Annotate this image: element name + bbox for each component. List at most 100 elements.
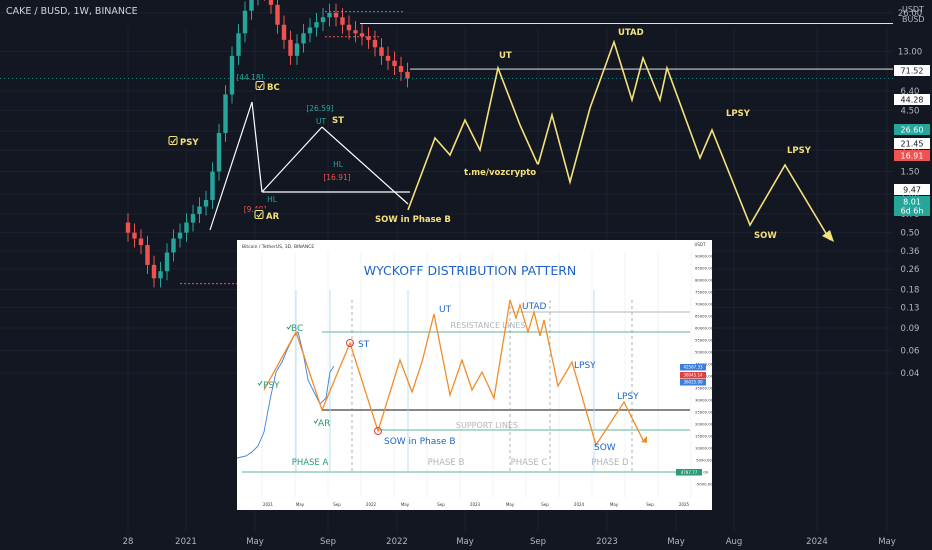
check-mark-icon: [256, 212, 263, 218]
inset-event-label: BC: [291, 324, 303, 334]
candle-body: [405, 71, 410, 79]
inset-phase-label: PHASE D: [591, 458, 629, 468]
price-tick-label: 1.50: [901, 168, 920, 178]
candle-body: [385, 55, 391, 61]
candle-body: [398, 66, 404, 72]
inset-event-label: LPSY: [574, 361, 596, 371]
candle-body: [268, 0, 274, 5]
inset-event-label: PSY: [263, 381, 280, 391]
time-tick-label: May: [246, 537, 264, 547]
candle-body: [314, 22, 319, 28]
candle-body: [151, 264, 157, 279]
candle-body: [281, 24, 287, 40]
inset-event-label: SOW in Phase B: [384, 437, 456, 447]
candle-body: [372, 39, 378, 48]
event-label: AR: [266, 212, 280, 222]
inset-phase-label: PHASE A: [292, 458, 329, 468]
time-tick-label: Aug: [726, 537, 743, 547]
horizontal-levels: [325, 11, 893, 70]
inset-price-tag: [680, 372, 706, 379]
annotation-text: HL: [333, 160, 344, 169]
price-tick-label: 0.09: [901, 324, 920, 334]
event-label: SOW in Phase B: [375, 215, 451, 225]
inset-price-tick: 75000.00: [695, 290, 714, 295]
price-tag: [894, 94, 930, 105]
inset-price-tick: 70000.00: [695, 302, 714, 307]
structure-line: [321, 126, 409, 205]
inset-wyckoff-path: [263, 299, 644, 447]
inset-grid: [261, 252, 692, 498]
check-icon: [254, 209, 264, 220]
inset-phase-label: PHASE C: [511, 458, 548, 468]
inset-price-tick: 55000.00: [695, 338, 714, 343]
candle-body: [392, 60, 397, 67]
price-tag: [894, 124, 930, 135]
candle-body: [171, 238, 176, 253]
inset-price-tick: 0.00: [700, 470, 709, 475]
candle-body: [340, 17, 345, 25]
time-tick-label: May: [667, 537, 685, 547]
inset-bottom-tag: [676, 469, 702, 476]
inset-title: WYCKOFF DISTRIBUTION PATTERN: [364, 263, 577, 278]
candle-body: [132, 232, 137, 239]
inset-arrowhead: [641, 436, 647, 443]
label-bg: [723, 105, 751, 120]
inset-check-icon: [286, 324, 292, 330]
inset-price-tag: [680, 379, 706, 386]
inset-st-marker: [346, 339, 354, 347]
inset-sow-marker: [374, 427, 382, 435]
event-labels: PSY BC AR ST SOW in Phase B t.me/vozcrypto UT U…: [167, 24, 812, 242]
annotation-text: [16.91]: [323, 173, 350, 182]
event-label: LPSY: [787, 146, 812, 156]
price-tick-label: 6.40: [901, 87, 920, 97]
candle-body: [216, 132, 222, 172]
inset-time-tick: 2024: [574, 502, 585, 507]
inset-time-tick: May: [610, 502, 619, 507]
currency-label: USDT: [902, 5, 924, 14]
candle-body: [353, 30, 358, 34]
candle-body: [190, 213, 196, 223]
price-tick-label: 13.00: [898, 47, 922, 57]
price-tag-text: 26.60: [901, 126, 924, 135]
inset-event-label: ST: [358, 340, 370, 350]
inset-price-tick: 50000.00: [695, 350, 714, 355]
candle-body: [164, 252, 170, 272]
candle-body: [242, 10, 248, 34]
annotation-text: [26.59]: [306, 104, 333, 113]
inset-bottom-tag-text: 4787.77: [681, 470, 698, 475]
candle-body: [236, 33, 241, 56]
structure-line: [251, 101, 263, 193]
candle-body: [320, 17, 326, 23]
inset-price-tick: 60000.00: [695, 326, 714, 331]
inset-currency: USDT: [695, 242, 707, 247]
price-tag: [894, 150, 930, 161]
time-tick-label: May: [456, 537, 474, 547]
inset-price-tick: 35000.00: [695, 386, 714, 391]
inset-event-label: LPSY: [617, 392, 639, 402]
price-tick-label: 26.00: [898, 9, 922, 19]
candle-body: [138, 238, 144, 246]
time-axis[interactable]: 28 2021 May Sep 2022 May Sep 2023 May Aug 2024 May: [123, 537, 896, 547]
check-mark-icon: [257, 83, 264, 89]
time-tick-label: 2022: [386, 537, 408, 547]
event-label: UT: [499, 51, 512, 61]
inset-price-tick: 15000.00: [695, 434, 714, 439]
inset-price-tag-text: 42567.33: [683, 365, 703, 370]
inset-price-tick: -5000.00: [695, 482, 713, 487]
price-tag-text: 44.28: [901, 96, 924, 105]
annotation-text: [44.18]: [236, 73, 263, 82]
event-label: BC: [267, 83, 280, 93]
label-bg: [167, 134, 197, 149]
candlestick-series: [0, 0, 893, 288]
label-bg: [615, 24, 643, 39]
candle-body: [203, 199, 209, 207]
price-tag-text: 9.47: [903, 186, 921, 195]
early-structure-lines: [209, 101, 410, 231]
candle-body: [359, 33, 365, 37]
price-tag: [894, 184, 930, 195]
price-tick-label: 0.36: [901, 247, 920, 257]
price-tick-label: 0.04: [901, 369, 920, 379]
inset-event-label: UTAD: [522, 302, 547, 312]
